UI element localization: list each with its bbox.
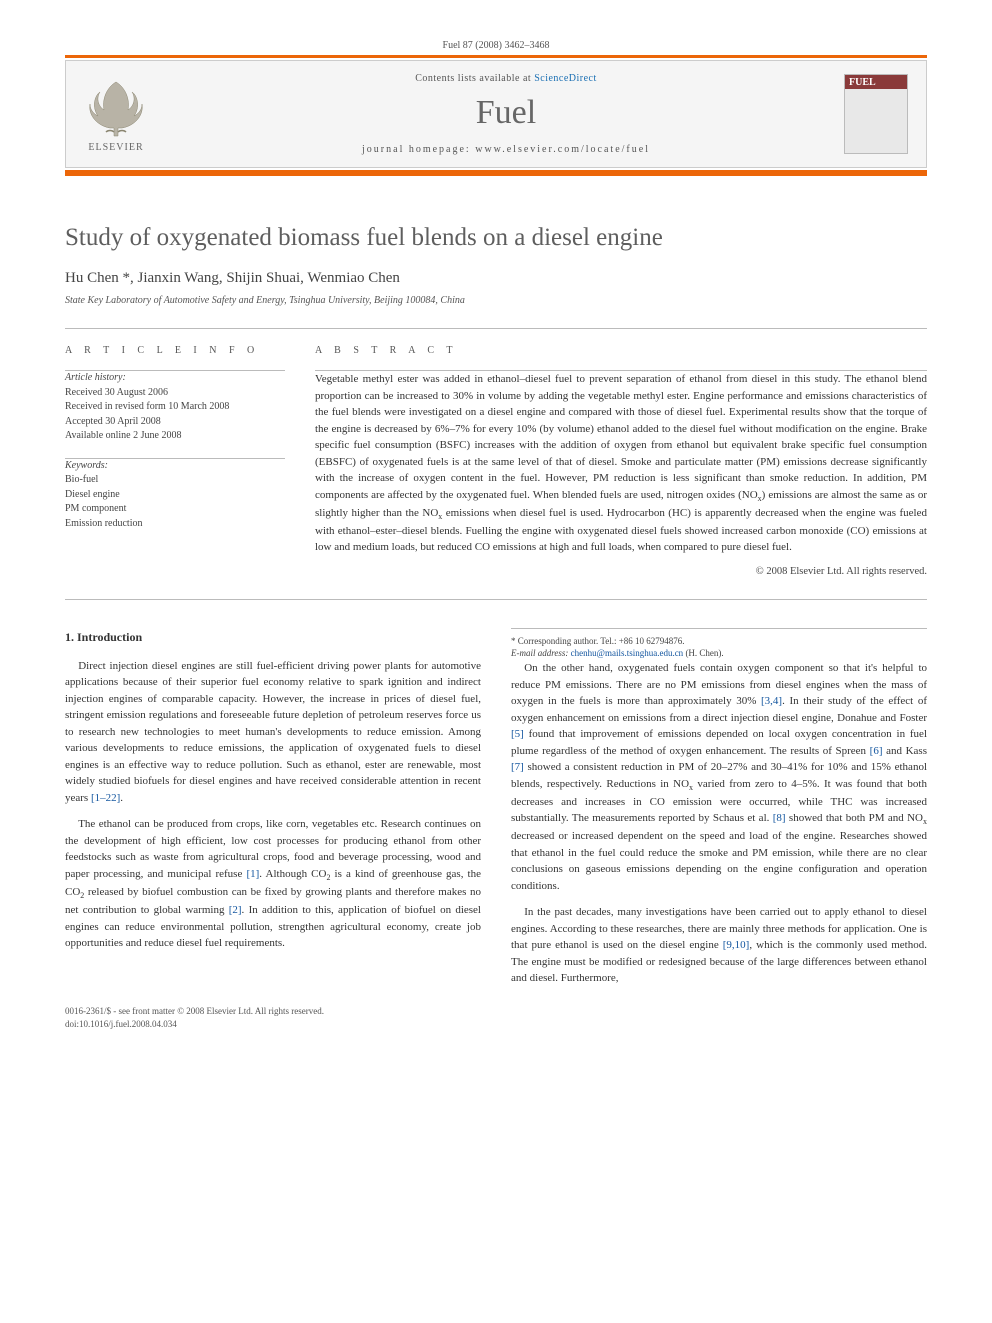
elsevier-tree-icon	[84, 76, 148, 140]
contents-prefix: Contents lists available at	[415, 73, 534, 84]
history-received: Received 30 August 2006	[65, 386, 285, 401]
email-suffix: (H. Chen).	[683, 648, 724, 658]
abstract-copyright: © 2008 Elsevier Ltd. All rights reserved…	[315, 566, 927, 577]
article-history: Article history: Received 30 August 2006…	[65, 371, 285, 444]
history-heading: Article history:	[65, 371, 285, 386]
homepage-label: journal homepage:	[362, 144, 475, 155]
footnote-block: * Corresponding author. Tel.: +86 10 627…	[511, 628, 927, 660]
accent-bar-top	[65, 55, 927, 58]
citation: Fuel 87 (2008) 3462–3468	[65, 40, 927, 51]
abstract-text: Vegetable methyl ester was added in etha…	[315, 371, 927, 556]
body-paragraph: On the other hand, oxygenated fuels cont…	[511, 660, 927, 894]
body-paragraph: In the past decades, many investigations…	[511, 904, 927, 987]
affiliation: State Key Laboratory of Automotive Safet…	[65, 295, 927, 306]
history-revised: Received in revised form 10 March 2008	[65, 400, 285, 415]
homepage-url: www.elsevier.com/locate/fuel	[475, 144, 650, 155]
email-label: E-mail address:	[511, 648, 571, 658]
elsevier-label: ELSEVIER	[88, 142, 143, 153]
article-info-column: A R T I C L E I N F O Article history: R…	[65, 345, 285, 577]
contents-line: Contents lists available at ScienceDirec…	[168, 73, 844, 84]
divider	[65, 599, 927, 600]
keyword: Bio-fuel	[65, 473, 285, 488]
body-columns: 1. Introduction Direct injection diesel …	[65, 628, 927, 987]
journal-name: Fuel	[168, 94, 844, 132]
footer-line-2: doi:10.1016/j.fuel.2008.04.034	[65, 1018, 927, 1031]
body-paragraph: Direct injection diesel engines are stil…	[65, 658, 481, 807]
divider	[65, 328, 927, 329]
keyword: Emission reduction	[65, 517, 285, 532]
authors: Hu Chen *, Jianxin Wang, Shijin Shuai, W…	[65, 270, 927, 287]
keyword: PM component	[65, 502, 285, 517]
journal-cover-thumb	[844, 74, 908, 154]
email-link[interactable]: chenhu@mails.tsinghua.edu.cn	[571, 648, 684, 658]
intro-heading: 1. Introduction	[65, 628, 481, 646]
body-paragraph: The ethanol can be produced from crops, …	[65, 816, 481, 951]
article-info-label: A R T I C L E I N F O	[65, 345, 285, 356]
keyword: Diesel engine	[65, 488, 285, 503]
journal-homepage: journal homepage: www.elsevier.com/locat…	[168, 144, 844, 155]
accent-bar-bottom	[65, 170, 927, 176]
elsevier-logo: ELSEVIER	[84, 76, 148, 153]
article-title: Study of oxygenated biomass fuel blends …	[65, 224, 927, 252]
abstract-label: A B S T R A C T	[315, 345, 927, 356]
footer-line-1: 0016-2361/$ - see front matter © 2008 El…	[65, 1005, 927, 1018]
history-accepted: Accepted 30 April 2008	[65, 415, 285, 430]
publisher-header: ELSEVIER Contents lists available at Sci…	[65, 60, 927, 168]
sciencedirect-link[interactable]: ScienceDirect	[534, 73, 597, 84]
keywords-heading: Keywords:	[65, 459, 285, 474]
keywords-block: Keywords: Bio-fuel Diesel engine PM comp…	[65, 459, 285, 532]
abstract-column: A B S T R A C T Vegetable methyl ester w…	[315, 345, 927, 577]
history-online: Available online 2 June 2008	[65, 429, 285, 444]
corresponding-author: * Corresponding author. Tel.: +86 10 627…	[511, 635, 927, 648]
page-footer: 0016-2361/$ - see front matter © 2008 El…	[65, 1005, 927, 1030]
